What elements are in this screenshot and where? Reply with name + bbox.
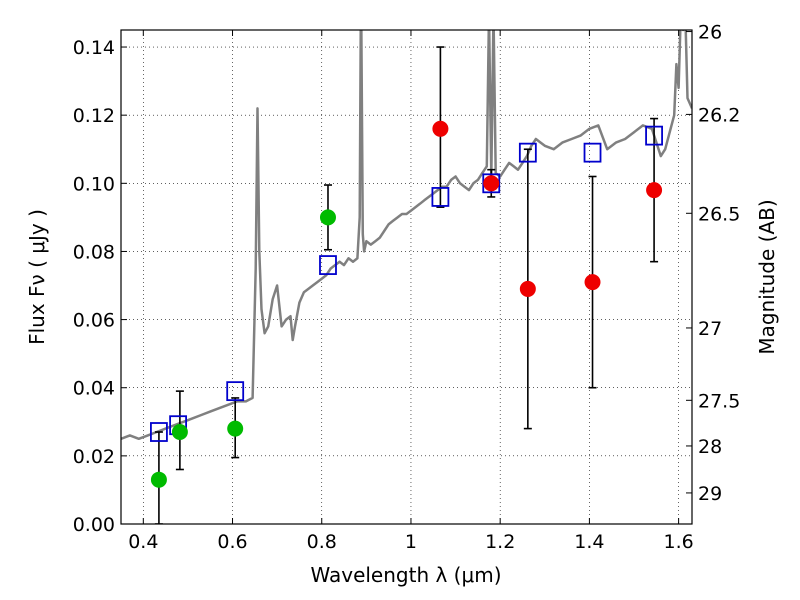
data-point	[483, 175, 500, 192]
grid	[121, 30, 692, 525]
x-tick-label: 0.6	[217, 531, 247, 553]
y-tick-label: 0.14	[73, 37, 115, 59]
model-photometry-square	[583, 142, 602, 163]
y2-tick-label: 26.2	[698, 104, 740, 126]
model-spectrum	[121, 30, 692, 441]
y-tick-label: 0.10	[73, 173, 115, 195]
model-photometry-squares	[150, 125, 663, 442]
spectrum-line	[121, 30, 692, 441]
y2-tick-label: 27.5	[698, 390, 740, 412]
model-photometry-square	[319, 255, 337, 275]
model-photometry-square	[150, 422, 168, 442]
y2-tick-label: 28	[698, 436, 722, 458]
plot-frame	[120, 29, 693, 525]
model-photometry-square	[645, 125, 663, 146]
data-point	[150, 471, 167, 488]
x-tick-label: 1.2	[485, 531, 515, 553]
data-point	[646, 182, 663, 199]
y-tick-label: 0.08	[73, 241, 115, 263]
x-tick-label: 1.6	[664, 531, 694, 553]
x-tick-label: 0.4	[128, 531, 158, 553]
data-point	[432, 120, 449, 137]
model-photometry-square	[226, 381, 245, 402]
y-axis-title: Flux Fν ( μJy )	[25, 209, 49, 345]
data-point	[171, 424, 188, 441]
data-point	[319, 209, 336, 226]
model-photometry-square	[518, 142, 537, 163]
y-tick-label: 0.04	[73, 378, 115, 400]
error-bars	[154, 46, 659, 524]
y2-axis-title: Magnitude (AB)	[755, 199, 779, 354]
axis-ticks: 0.4 0.6 0.8 1 1.2 1.4 1.6 0.00 0.02 0.04 0.06 0.08 0…	[73, 22, 741, 553]
y2-tick-label: 26.5	[698, 203, 740, 225]
y-tick-label: 0.12	[73, 105, 115, 127]
x-axis-title: Wavelength λ (μm)	[310, 563, 501, 587]
model-photometry-square	[431, 187, 450, 207]
y2-tick-label: 29	[698, 483, 722, 505]
y-tick-label: 0.06	[73, 310, 115, 332]
x-tick-label: 0.8	[307, 531, 337, 553]
y2-tick-label: 26	[698, 22, 722, 44]
y2-tick-label: 27	[698, 318, 722, 340]
y-tick-label: 0.02	[73, 446, 115, 468]
data-point	[227, 420, 244, 437]
x-tick-label: 1	[405, 531, 417, 553]
y-tick-label: 0.00	[73, 514, 115, 536]
observed-points	[150, 120, 663, 488]
x-tick-label: 1.4	[574, 531, 604, 553]
data-point	[519, 280, 536, 297]
data-point	[584, 274, 601, 291]
